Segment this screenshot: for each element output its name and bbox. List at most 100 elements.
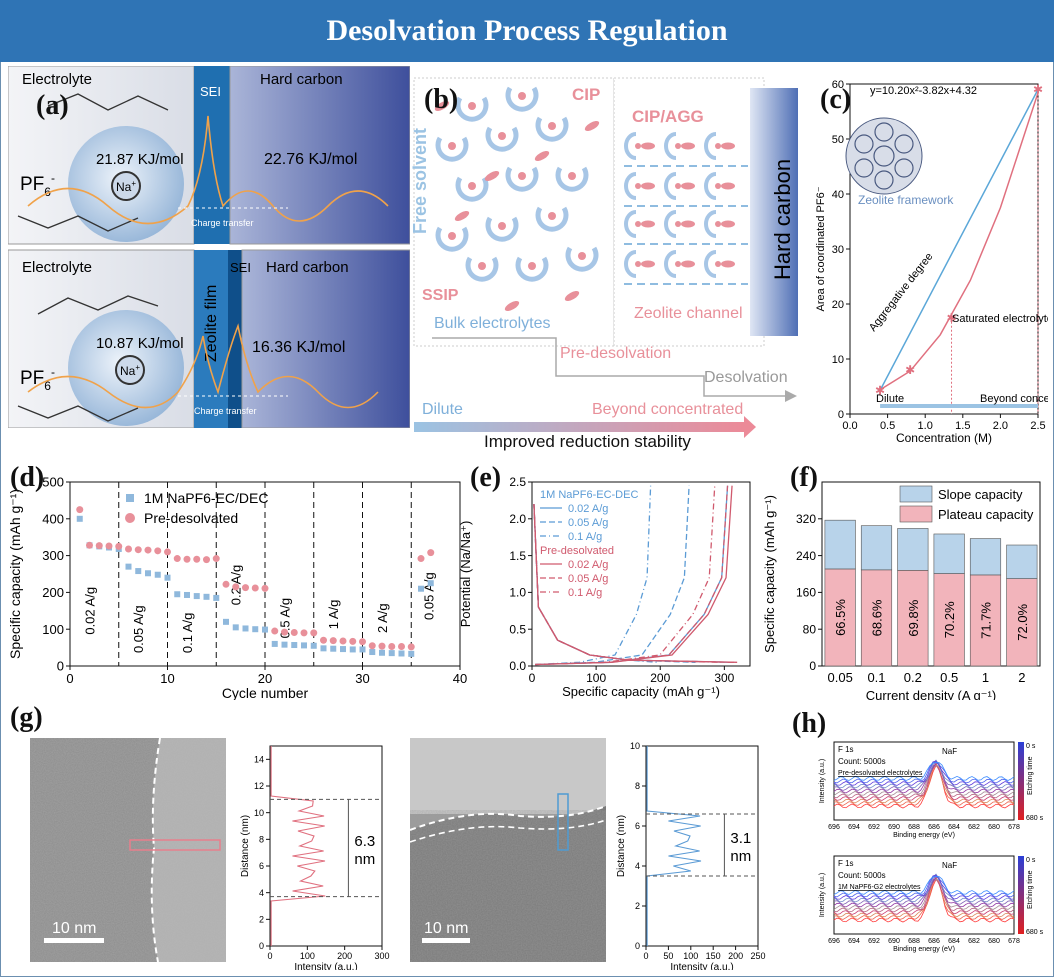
xps-spectrum <box>833 762 1015 781</box>
a-bot-pf6: PF6- <box>20 365 55 393</box>
solvent-shell <box>485 216 519 242</box>
na-ion <box>448 142 456 150</box>
solvation-clusters <box>434 86 735 312</box>
xps-peak-label: NaF <box>942 747 957 756</box>
data-point-circle <box>95 542 103 550</box>
x-tick-label: 100 <box>300 951 315 961</box>
data-point-square <box>174 591 181 598</box>
y-axis-label: Distance (nm) <box>240 815 251 877</box>
y-tick-label: 400 <box>42 511 64 526</box>
na-ion <box>578 252 586 260</box>
g-scale-left: 10 nm <box>52 920 96 937</box>
data-point-square <box>252 626 259 633</box>
plot-frame <box>645 745 759 947</box>
y-axis-label: Intensity (a.u.) <box>819 873 826 917</box>
data-point-circle <box>154 547 162 555</box>
colorbar-bottom: 680 s <box>1026 815 1044 822</box>
na-ion <box>635 183 641 189</box>
x-tick-label: 0.1 <box>867 670 885 685</box>
solvent-shell <box>664 132 677 160</box>
legend-label: Pre-desolvated <box>144 510 238 526</box>
y-tick-label: 240 <box>796 549 816 563</box>
solvent-shell <box>455 176 489 202</box>
label-d: (d) <box>10 462 45 493</box>
thickness-value: 6.3 <box>354 833 375 850</box>
data-point-circle <box>388 642 396 650</box>
intensity-profile <box>270 746 326 946</box>
x-tick-label: 2 <box>1018 670 1025 685</box>
xps-spectrum <box>833 762 1015 804</box>
a-bot-energy-left: 10.87 KJ/mol <box>96 335 184 352</box>
b-beyond: Beyond concentrated <box>592 401 743 418</box>
plateau-bar <box>933 573 965 667</box>
g-scale-right: 10 nm <box>424 920 468 937</box>
thickness-value: 3.1 <box>730 830 751 847</box>
panel-h2: 696 694 692 690 688 686 684 682 680 678 Binding en… <box>819 855 1044 953</box>
solvent-shell <box>515 256 549 282</box>
panel-c: 0.0 0.5 1.0 1.5 2.0 2.5 0 10 20 30 40 50 60 Concentra… <box>812 66 1048 458</box>
discharge-curve <box>533 504 734 663</box>
data-point-circle <box>125 545 132 553</box>
x-tick-label: 0.05 <box>828 670 853 685</box>
xps-spectrum <box>833 764 1015 801</box>
y-tick-label: 60 <box>832 79 844 91</box>
colorbar <box>1018 856 1024 934</box>
data-point-circle <box>398 642 405 650</box>
discharge-curve <box>533 504 734 663</box>
x-tick-label: 0.2 <box>904 670 922 685</box>
b-bulk: Bulk electrolytes <box>434 315 551 332</box>
a-top-na: Na+ <box>116 179 136 194</box>
panel-g1-profile: 0 100 200 300 0 2 4 6 8 10 12 14 Intensity (a.u.) Dis… <box>240 745 390 970</box>
y-tick-label: 0 <box>57 659 64 674</box>
zeolite-framework-graphic <box>845 117 923 195</box>
a-top-sei: SEI <box>200 84 221 99</box>
x-axis-label: Cycle number <box>222 685 309 700</box>
data-point-square <box>398 650 405 657</box>
x-tick-label: 684 <box>948 824 960 831</box>
label-g: (g) <box>10 702 43 733</box>
xps-spectrum <box>833 878 1015 923</box>
linear-line <box>879 89 1039 391</box>
y-axis-label: Area of coordinated PF6⁻ <box>815 186 827 311</box>
discharge-curve <box>533 504 696 663</box>
data-point-square <box>145 570 151 577</box>
data-point-circle <box>115 542 123 550</box>
c-equation: y=10.20x²-3.82x+4.32 <box>870 85 977 97</box>
legend-label: Plateau capacity <box>938 507 1034 522</box>
label-f: (f) <box>790 462 818 493</box>
plot-frame <box>531 481 751 667</box>
legend-label: 0.05 A/g <box>568 573 608 585</box>
plot-frame <box>821 481 1041 667</box>
x-tick-label: 684 <box>948 938 960 945</box>
x-tick-label: 686 <box>928 824 940 831</box>
data-point-square <box>232 624 239 631</box>
solvent-shell <box>624 172 637 200</box>
data-point-circle <box>76 506 84 514</box>
na-ion <box>498 132 506 140</box>
x-tick-label: 0.5 <box>880 420 895 432</box>
solvent-shell <box>664 210 677 238</box>
label-b: (b) <box>424 84 459 115</box>
thickness-unit: nm <box>730 848 751 865</box>
x-tick-label: 694 <box>848 938 860 945</box>
x-tick-label: 200 <box>650 671 670 685</box>
plot-frame <box>269 745 383 947</box>
slope-bar <box>860 525 893 571</box>
a-top-charge-transfer: Charge transfer <box>191 218 254 228</box>
colorbar-top: 0 s <box>1026 857 1036 864</box>
pf6-anion <box>584 120 600 132</box>
percent-label: 69.8% <box>906 599 921 636</box>
x-tick-label: 100 <box>586 671 606 685</box>
a-bot-hardcarbon: Hard carbon <box>266 259 349 276</box>
x-tick-label: 40 <box>453 671 467 686</box>
pf6-anion <box>641 260 655 268</box>
colorbar-title: Etching time <box>1027 870 1034 909</box>
x-tick-label: 0.0 <box>842 420 857 432</box>
data-point-circle <box>86 541 93 549</box>
y-tick-label: 2.0 <box>509 512 526 526</box>
na-ion <box>715 261 721 267</box>
solvent-shell <box>455 96 489 122</box>
na-ion <box>115 355 145 385</box>
solvent-shell <box>565 246 599 272</box>
